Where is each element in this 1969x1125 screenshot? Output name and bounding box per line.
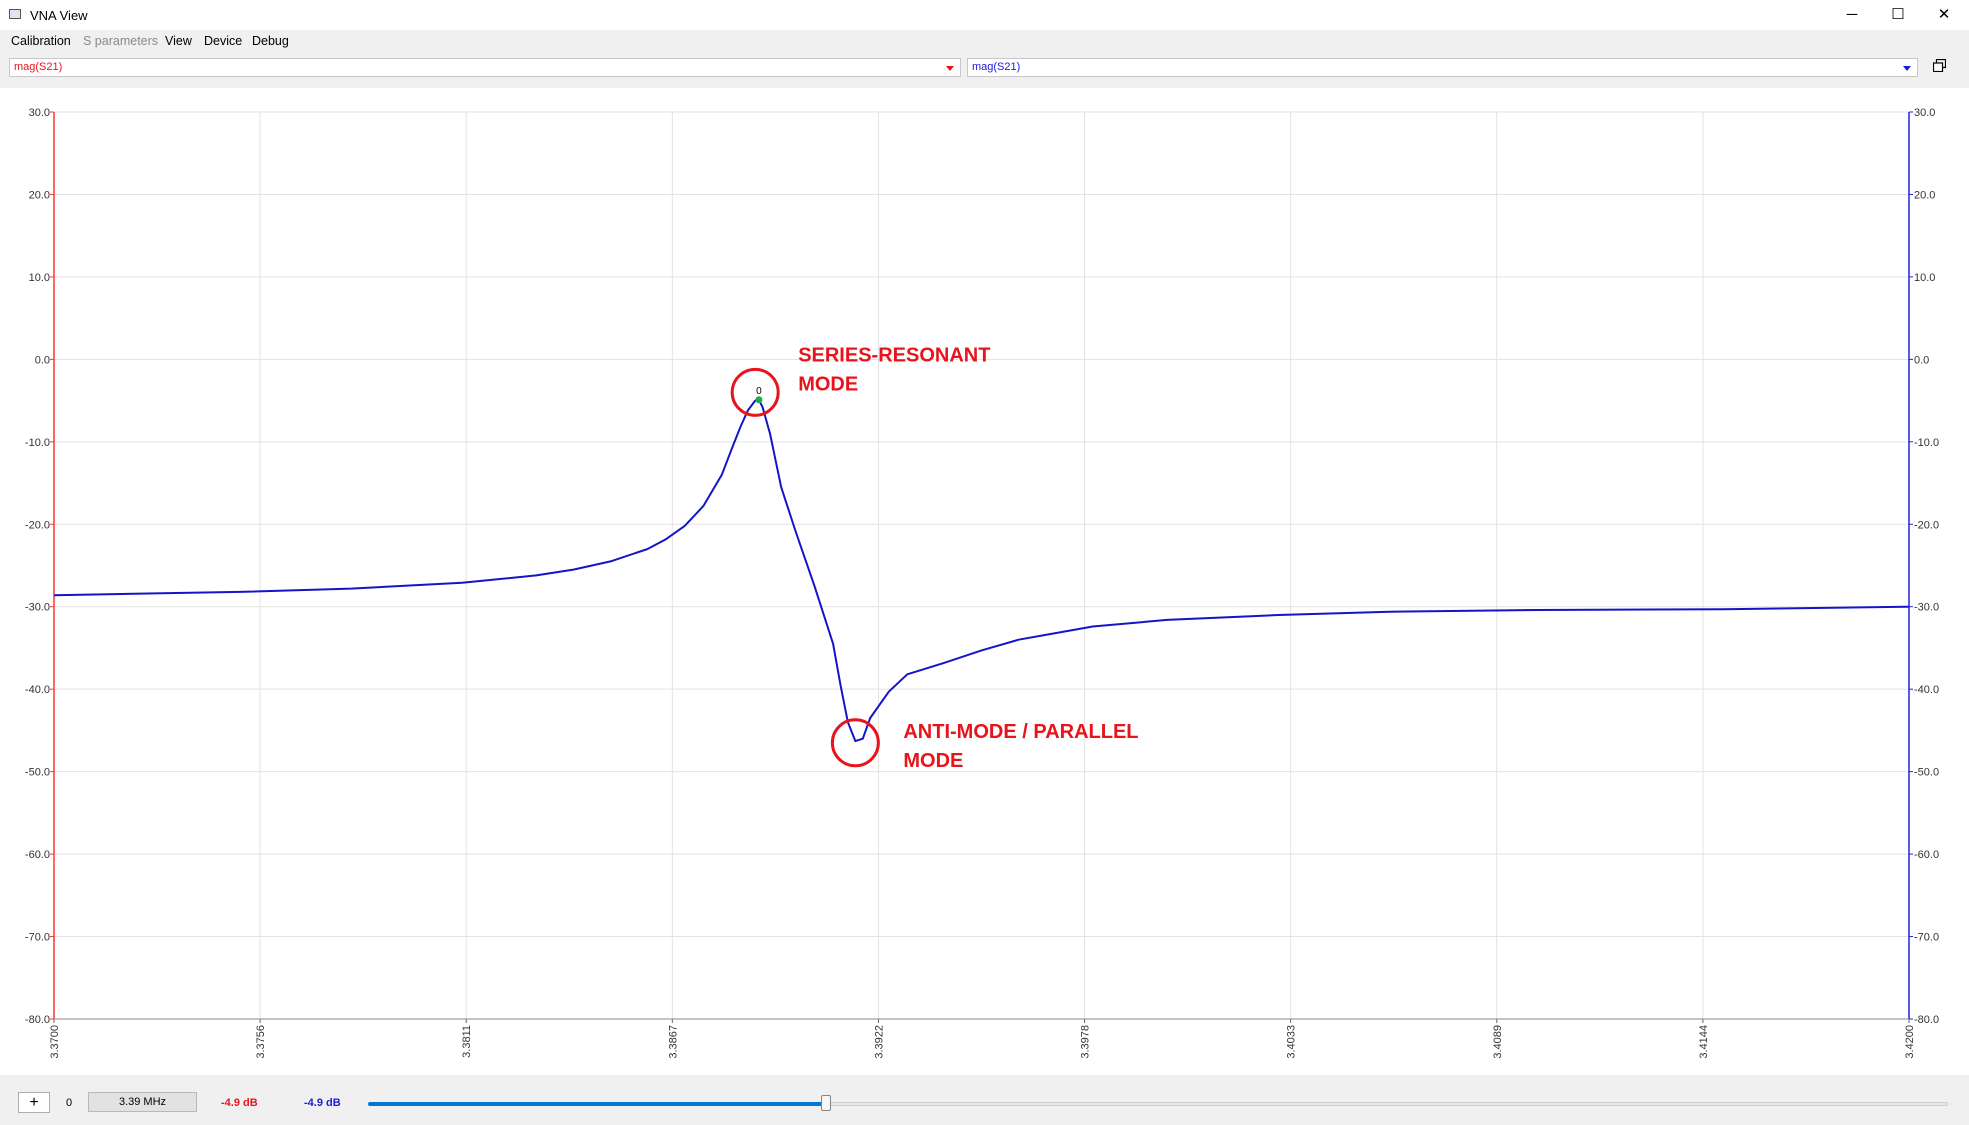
y-tick-label-right: 10.0: [1914, 272, 1935, 284]
marker-value-left: -4.9 dB: [221, 1097, 258, 1109]
chevron-down-icon: [946, 66, 954, 71]
marker-index: 0: [66, 1097, 73, 1109]
marker-frequency: 3.39 MHz: [88, 1092, 197, 1112]
right-trace-value: mag(S21): [972, 61, 1021, 73]
restore-window-glyph: [1932, 58, 1947, 73]
right-trace-dropdown[interactable]: mag(S21): [967, 58, 1918, 77]
marker-point: [755, 396, 763, 404]
y-tick-label-right: -80.0: [1914, 1014, 1939, 1026]
x-tick-label: 3.3700: [49, 1025, 61, 1059]
chart-area[interactable]: 30.0 20.0 10.0 0.0 -10.0 -20.0 -30.0 -40.0 -50.0…: [0, 88, 1969, 1075]
title-bar: VNA View ─ ☐ ✕: [0, 0, 1969, 30]
y-tick-label-right: -70.0: [1914, 932, 1939, 944]
y-tick-label-right: -40.0: [1914, 684, 1939, 696]
y-tick-label-left: -30.0: [25, 602, 50, 614]
x-tick-label: 3.3867: [667, 1025, 679, 1059]
y-tick-label-left: 20.0: [29, 189, 50, 201]
annotation-circle: [830, 718, 880, 768]
x-tick-label: 3.3922: [873, 1025, 885, 1059]
frequency-slider-fill: [368, 1102, 827, 1106]
annotation-text: MODE: [903, 750, 963, 772]
plot-background: [54, 112, 1909, 1019]
y-tick-label-left: -80.0: [25, 1014, 50, 1026]
annotation-text: SERIES-RESONANT: [798, 344, 990, 366]
restore-window-icon[interactable]: [1931, 58, 1948, 76]
y-tick-label-left: -20.0: [25, 519, 50, 531]
x-tick-label: 3.3756: [255, 1025, 267, 1059]
smith-magnitude-chart[interactable]: 30.0 20.0 10.0 0.0 -10.0 -20.0 -30.0 -40.0 -50.0…: [0, 88, 1969, 1075]
marker-label: 0: [756, 386, 762, 397]
menu-calibration[interactable]: Calibration: [11, 34, 71, 48]
annotation-text: ANTI-MODE / PARALLEL: [903, 721, 1138, 743]
y-tick-label-left: -70.0: [25, 932, 50, 944]
y-tick-label-left: -60.0: [25, 849, 50, 861]
y-tick-label-left: -10.0: [25, 437, 50, 449]
y-tick-label-right: 30.0: [1914, 107, 1935, 119]
menu-view[interactable]: View: [165, 34, 192, 48]
window-title: VNA View: [30, 8, 88, 23]
y-tick-label-right: 20.0: [1914, 189, 1935, 201]
x-tick-label: 3.4089: [1492, 1025, 1504, 1059]
x-tick-label: 3.4200: [1904, 1025, 1916, 1059]
menu-device[interactable]: Device: [204, 34, 243, 48]
y-tick-label-left: 0.0: [35, 354, 50, 366]
x-tick-label: 3.4144: [1698, 1025, 1710, 1059]
y-tick-label-right: -30.0: [1914, 602, 1939, 614]
minimize-button[interactable]: ─: [1846, 6, 1858, 23]
y-tick-label-right: -20.0: [1914, 519, 1939, 531]
x-tick-label: 3.3811: [461, 1025, 473, 1058]
left-trace-dropdown[interactable]: mag(S21): [9, 58, 961, 77]
y-tick-label-right: -50.0: [1914, 767, 1939, 779]
y-tick-label-right: -10.0: [1914, 437, 1939, 449]
x-tick-label: 3.4033: [1286, 1025, 1298, 1059]
menu-debug[interactable]: Debug: [252, 34, 289, 48]
y-tick-label-right: 0.0: [1914, 354, 1929, 366]
x-tick-label: 3.3978: [1080, 1025, 1092, 1059]
left-trace-value: mag(S21): [14, 61, 63, 73]
y-tick-label-left: -40.0: [25, 684, 50, 696]
trace-line: [53, 398, 1910, 743]
annotation-circle: [730, 367, 780, 417]
chevron-down-icon: [1903, 66, 1911, 71]
y-tick-label-left: 10.0: [29, 272, 50, 284]
app-icon: [9, 9, 21, 19]
maximize-button[interactable]: ☐: [1891, 6, 1905, 23]
menu-s-parameters[interactable]: S parameters: [83, 34, 159, 48]
y-tick-label-left: 30.0: [29, 107, 50, 119]
frequency-slider-handle[interactable]: [821, 1095, 832, 1111]
marker-bar: + 0 3.39 MHz -4.9 dB -4.9 dB: [0, 1088, 1969, 1118]
annotation-text: MODE: [798, 373, 858, 395]
menu-bar: Calibration S parameters View Device Deb…: [0, 30, 1969, 52]
y-tick-label-right: -60.0: [1914, 849, 1939, 861]
marker-value-right: -4.9 dB: [304, 1097, 341, 1109]
close-button[interactable]: ✕: [1937, 6, 1951, 23]
add-marker-button[interactable]: +: [18, 1092, 50, 1113]
y-tick-label-left: -50.0: [25, 767, 50, 779]
